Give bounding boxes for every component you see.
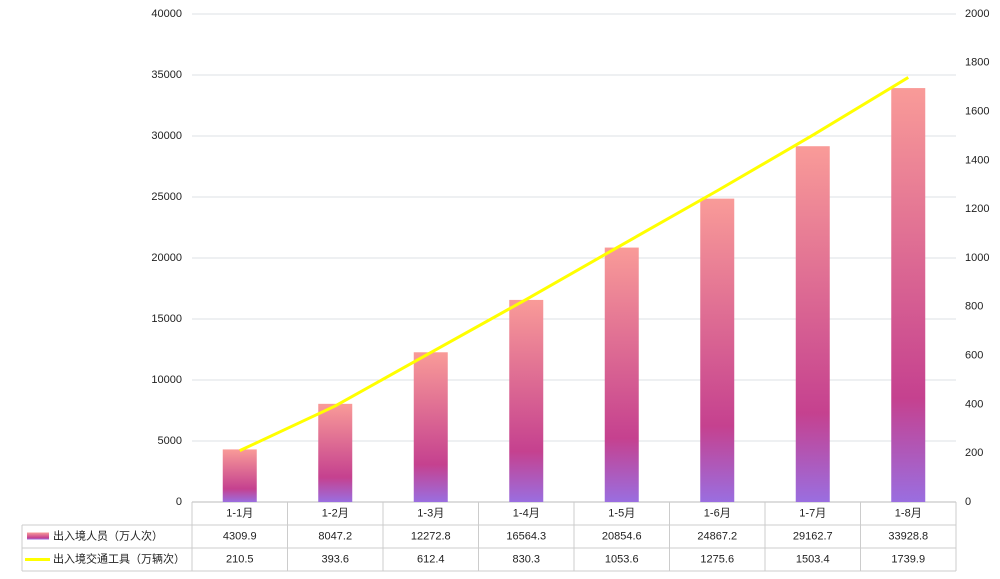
y-tick-label: 40000 <box>151 8 182 20</box>
y-tick-label: 0 <box>176 496 182 508</box>
x-tick-label: 1-1月 <box>226 507 253 519</box>
y-tick-label: 35000 <box>151 69 182 81</box>
bar <box>700 198 735 502</box>
table-value: 29162.7 <box>793 530 833 542</box>
table-value: 24867.2 <box>697 530 737 542</box>
y2-tick-label: 1600 <box>965 106 989 118</box>
table-value: 16564.3 <box>506 530 546 542</box>
bar <box>891 88 926 503</box>
x-tick-label: 1-6月 <box>704 507 731 519</box>
bar <box>509 299 544 502</box>
legend-label: 出入境人员（万人次） <box>53 528 163 542</box>
y2-tick-label: 2000 <box>965 8 989 20</box>
table-value: 1739.9 <box>891 553 925 565</box>
table-value: 12272.8 <box>411 530 451 542</box>
table-value: 20854.6 <box>602 530 642 542</box>
table-value: 4309.9 <box>223 530 257 542</box>
x-tick-label: 1-7月 <box>799 507 826 519</box>
y2-tick-label: 1400 <box>965 154 989 166</box>
x-tick-label: 1-2月 <box>322 507 349 519</box>
table-value: 612.4 <box>417 553 445 565</box>
table-value: 1503.4 <box>796 553 830 565</box>
x-tick-label: 1-4月 <box>513 507 540 519</box>
table-value: 1275.6 <box>700 553 734 565</box>
y2-tick-label: 1800 <box>965 57 989 69</box>
y2-tick-label: 200 <box>965 447 983 459</box>
x-tick-label: 1-3月 <box>417 507 444 519</box>
y-tick-label: 25000 <box>151 191 182 203</box>
y-tick-label: 20000 <box>151 252 182 264</box>
y2-tick-label: 1200 <box>965 203 989 215</box>
table-value: 8047.2 <box>318 530 352 542</box>
table-value: 830.3 <box>512 553 540 565</box>
legend-swatch <box>27 532 49 540</box>
bar <box>318 403 353 502</box>
bar <box>795 146 830 502</box>
y2-tick-label: 400 <box>965 398 983 410</box>
y-tick-label: 30000 <box>151 130 182 142</box>
bar <box>604 247 639 502</box>
y-tick-label: 10000 <box>151 374 182 386</box>
y2-tick-label: 0 <box>965 496 971 508</box>
y-tick-label: 5000 <box>158 435 182 447</box>
x-tick-label: 1-8月 <box>895 507 922 519</box>
legend-label: 出入境交通工具（万辆次） <box>53 551 185 565</box>
table-value: 1053.6 <box>605 553 639 565</box>
line <box>239 76 910 452</box>
table-value: 393.6 <box>321 553 349 565</box>
table-value: 33928.8 <box>888 530 928 542</box>
y2-tick-label: 1000 <box>965 252 989 264</box>
bar <box>222 449 257 502</box>
y2-tick-label: 600 <box>965 350 983 362</box>
bar <box>413 352 448 502</box>
table-value: 210.5 <box>226 553 254 565</box>
y2-tick-label: 800 <box>965 301 983 313</box>
x-tick-label: 1-5月 <box>608 507 635 519</box>
y-tick-label: 15000 <box>151 313 182 325</box>
